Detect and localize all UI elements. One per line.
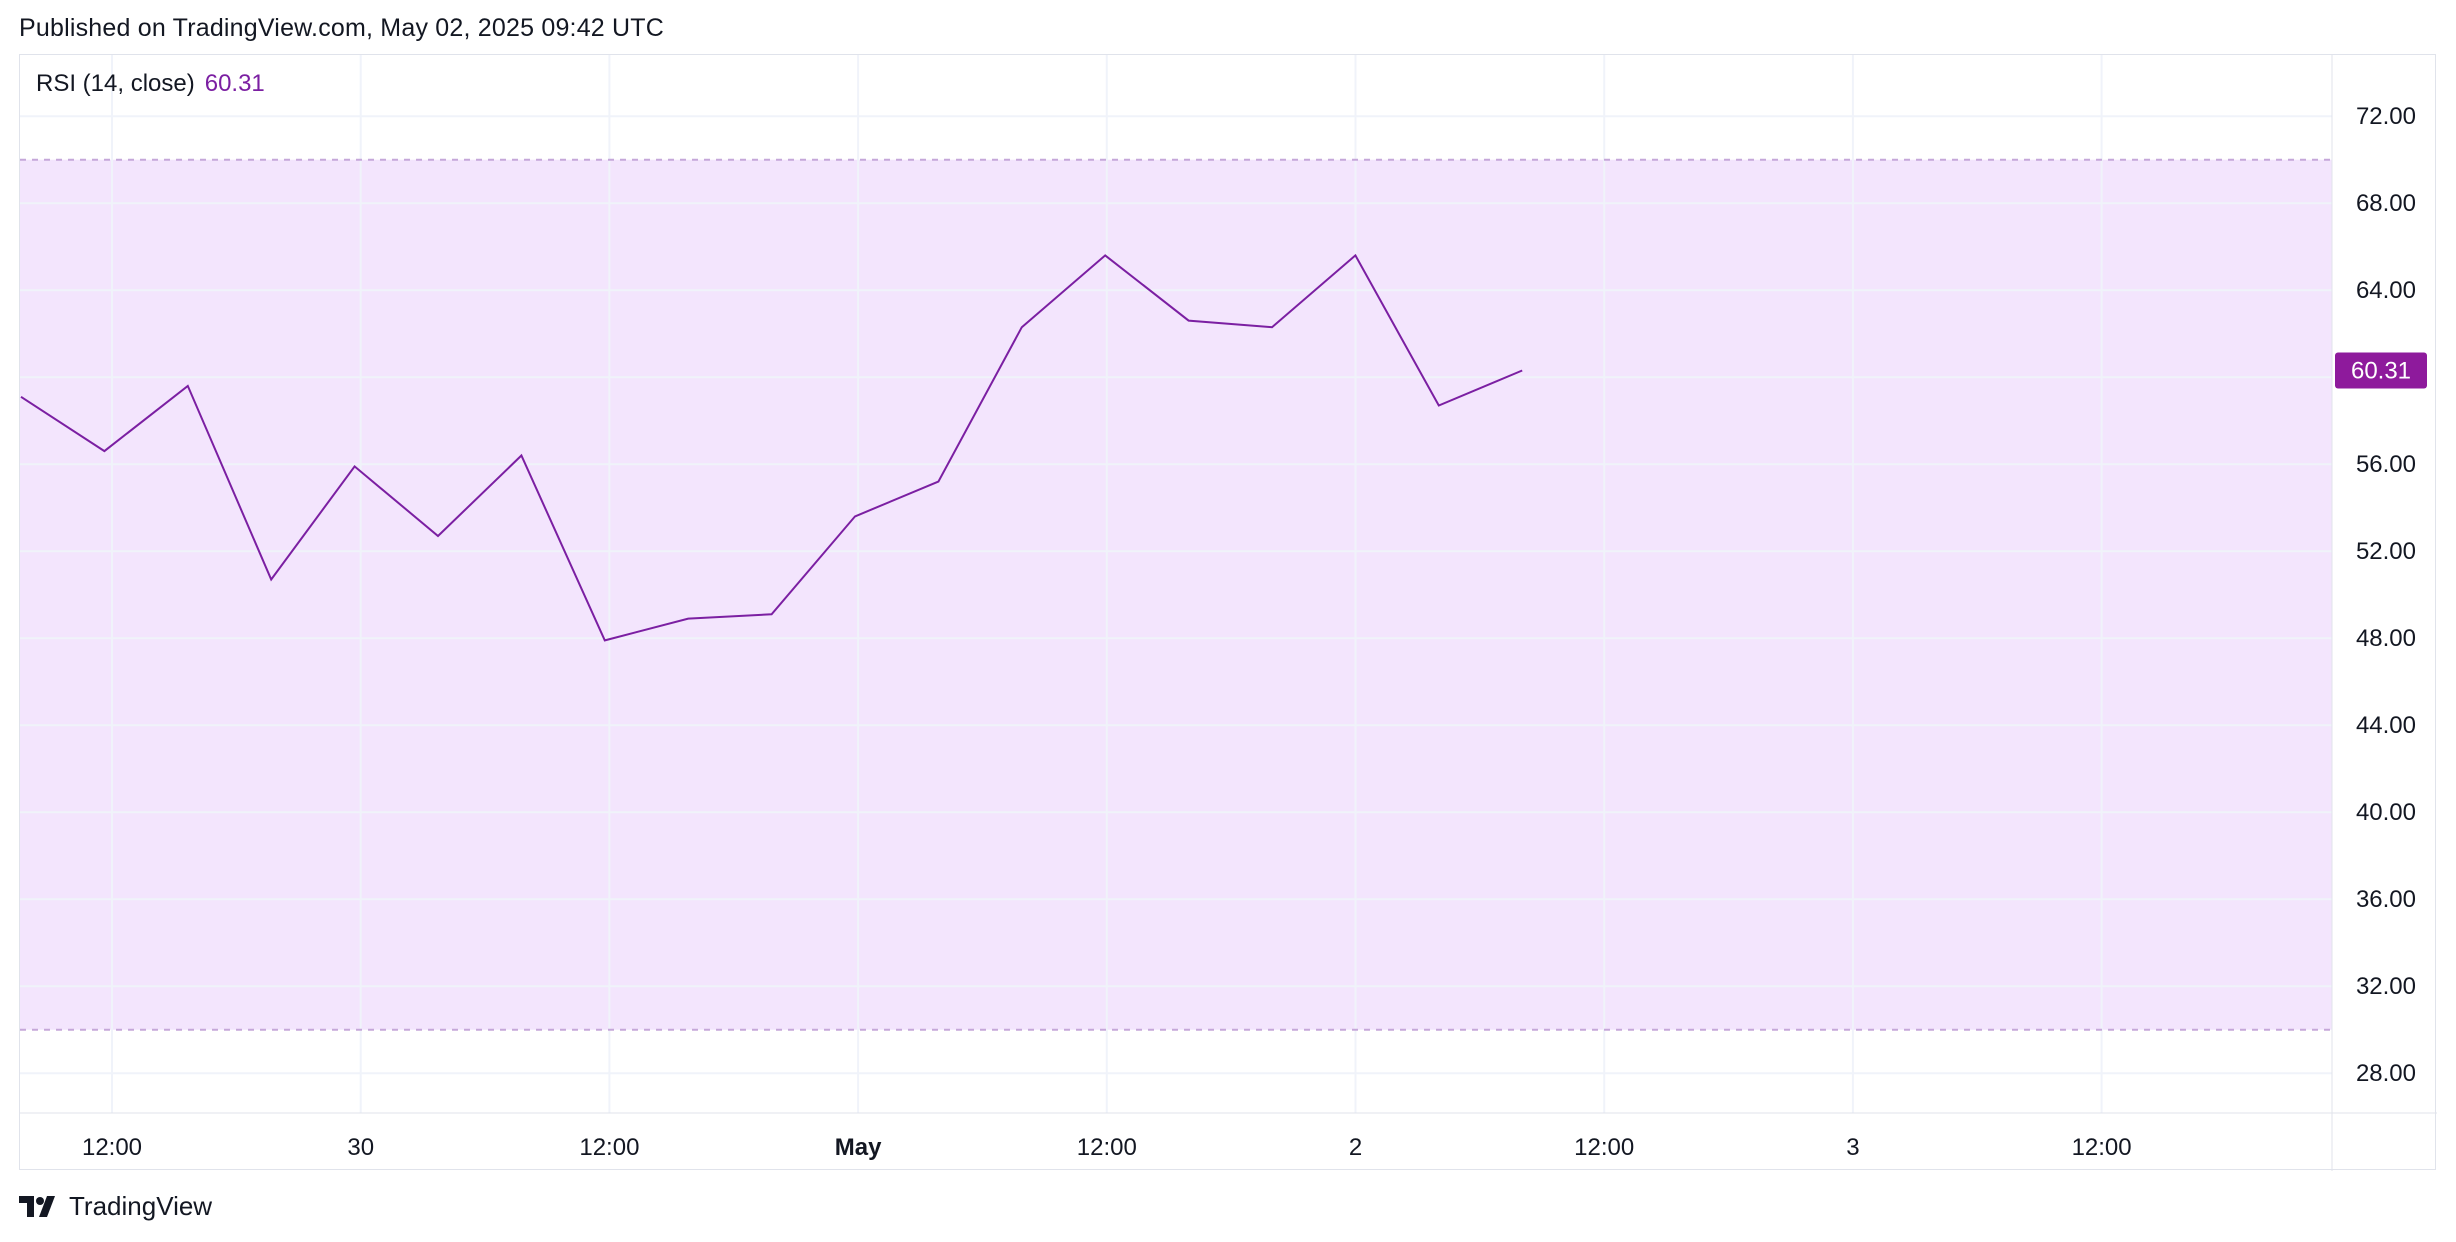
last-value-label: 60.31 (2351, 357, 2411, 384)
y-tick-label: 28.00 (2356, 1060, 2416, 1087)
indicator-legend[interactable]: RSI (14, close) 60.31 (36, 70, 265, 98)
x-tick-label: 2 (1349, 1134, 1362, 1161)
x-tick-label: 12:00 (1574, 1134, 1634, 1161)
rsi-chart[interactable]: 72.0068.0064.0060.0056.0052.0048.0044.00… (20, 55, 2437, 1171)
x-tick-label: May (835, 1134, 882, 1161)
indicator-value: 60.31 (204, 70, 265, 97)
last-value-badge (2335, 352, 2427, 389)
tradingview-logo[interactable]: TradingView (19, 1191, 212, 1222)
rsi-series-line (20, 253, 1523, 642)
x-tick-label: 12:00 (2072, 1134, 2132, 1161)
y-tick-label: 56.00 (2356, 451, 2416, 478)
y-tick-label: 40.00 (2356, 799, 2416, 826)
tradingview-logo-icon (19, 1195, 55, 1217)
rsi-band-fill (20, 159, 2332, 1030)
y-tick-label: 32.00 (2356, 973, 2416, 1000)
y-tick-label: 48.00 (2356, 625, 2416, 652)
tradingview-wordmark: TradingView (69, 1191, 213, 1221)
x-tick-label: 12:00 (1077, 1134, 1137, 1161)
y-tick-label: 64.00 (2356, 277, 2416, 304)
x-tick-label: 3 (1846, 1134, 1859, 1161)
y-tick-label: 44.00 (2356, 712, 2416, 739)
y-tick-label: 36.00 (2356, 886, 2416, 913)
published-caption: Published on TradingView.com, May 02, 20… (19, 14, 665, 42)
chart-panel[interactable]: 72.0068.0064.0060.0056.0052.0048.0044.00… (19, 54, 2437, 1171)
x-tick-label: 12:00 (579, 1134, 639, 1161)
x-tick-label: 30 (347, 1134, 374, 1161)
x-tick-label: 12:00 (82, 1134, 142, 1161)
y-tick-label: 52.00 (2356, 538, 2416, 565)
y-tick-label: 72.00 (2356, 103, 2416, 130)
y-tick-label: 68.00 (2356, 190, 2416, 217)
indicator-name: RSI (14, close) (36, 70, 195, 97)
